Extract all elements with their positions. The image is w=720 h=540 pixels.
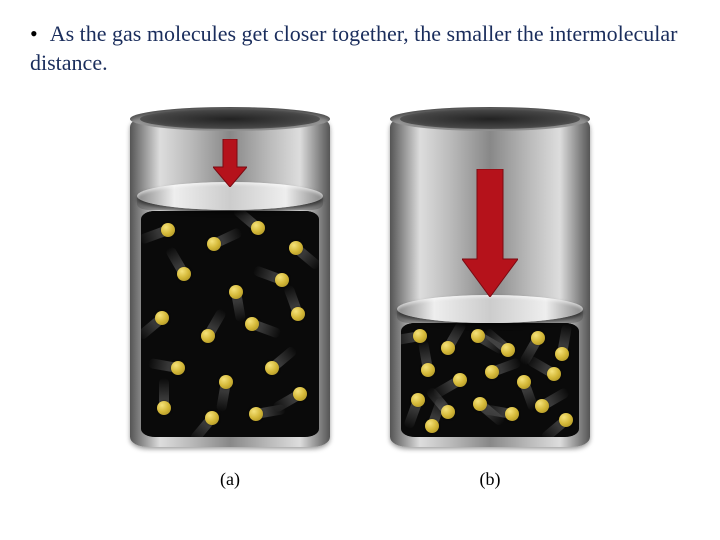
molecule [293, 387, 307, 401]
figure-a: (a) [115, 107, 345, 490]
figures-row: (a) (b) [30, 107, 690, 490]
piston-b [397, 295, 583, 323]
caption-b: (b) [480, 469, 501, 490]
molecule [249, 407, 263, 421]
molecule [555, 347, 569, 361]
molecule [441, 341, 455, 355]
molecule [485, 365, 499, 379]
molecule [411, 393, 425, 407]
molecule [171, 361, 185, 375]
molecule [547, 367, 561, 381]
molecule [425, 419, 439, 433]
molecule [155, 311, 169, 325]
molecule [453, 373, 467, 387]
compression-arrow-b [462, 169, 518, 297]
molecule [207, 237, 221, 251]
molecule [157, 401, 171, 415]
molecule [251, 221, 265, 235]
caption-a: (a) [220, 469, 240, 490]
molecule [219, 375, 233, 389]
gas-region-a [141, 211, 319, 437]
molecule [205, 411, 219, 425]
molecule [531, 331, 545, 345]
cylinder-a [115, 107, 345, 457]
molecule [559, 413, 573, 427]
molecule [201, 329, 215, 343]
molecule [177, 267, 191, 281]
molecule [421, 363, 435, 377]
molecule [505, 407, 519, 421]
molecule [291, 307, 305, 321]
compression-arrow-a [213, 139, 247, 187]
molecule [501, 343, 515, 357]
molecule [161, 223, 175, 237]
figure-b: (b) [375, 107, 605, 490]
molecule [535, 399, 549, 413]
cylinder-b [375, 107, 605, 457]
molecule [265, 361, 279, 375]
gas-region-b [401, 323, 579, 437]
bullet-text: As the gas molecules get closer together… [30, 20, 690, 77]
